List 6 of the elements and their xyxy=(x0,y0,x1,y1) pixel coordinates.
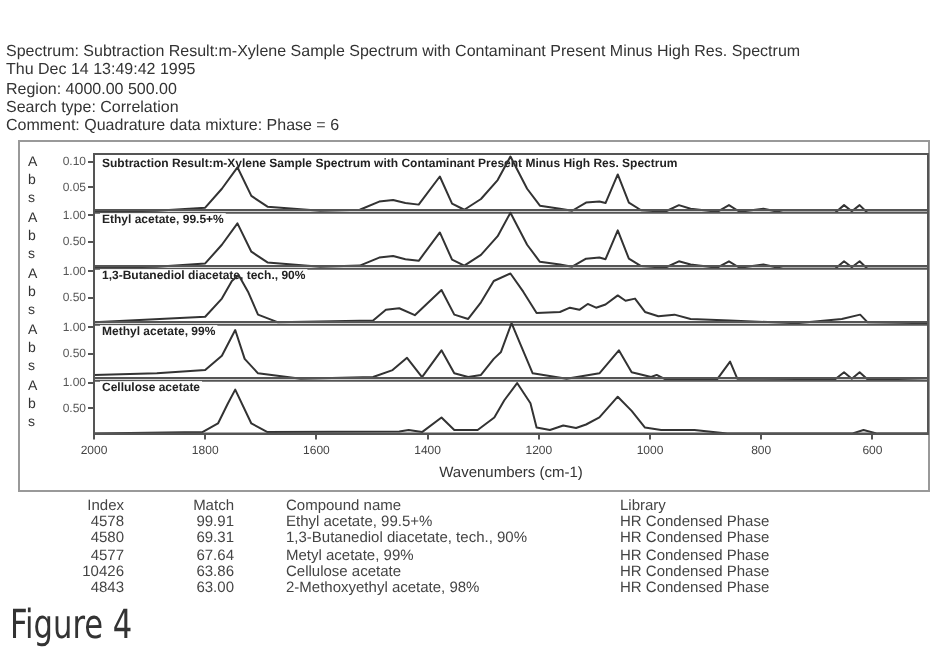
text: Spectrum: Subtraction Result:m-Xylene Sample Spectrum with Contaminant Present Minus High Res. Spectrum xyxy=(6,42,803,61)
text: Region: 4000.00 500.00 xyxy=(6,79,179,98)
text: Thu Dec 14 13:49:42 1995 xyxy=(6,60,198,80)
caption: Figure 4 xyxy=(10,600,133,648)
text: Comment: Quadrature data mixture: Phase = 6 xyxy=(6,116,342,135)
text: Search type: Correlation xyxy=(6,97,181,117)
